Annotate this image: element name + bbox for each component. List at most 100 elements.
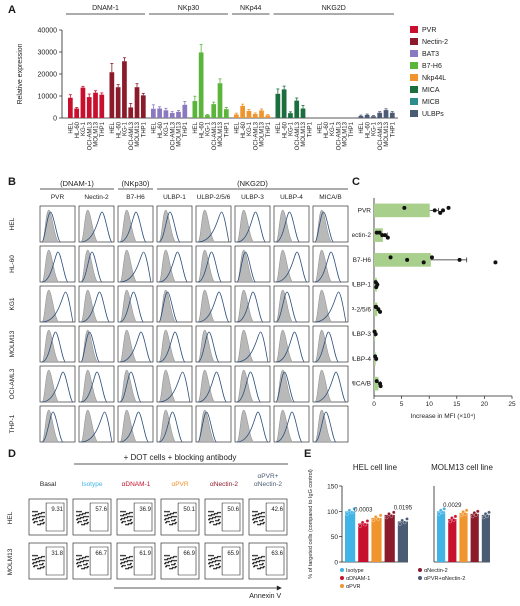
d-event-dot — [209, 521, 211, 524]
e2-data-point — [442, 507, 446, 511]
b-stained-peak — [275, 211, 300, 243]
b-stained-peak — [80, 371, 108, 403]
b-stained-peak — [41, 211, 61, 243]
d-event-dot — [87, 511, 89, 514]
e2-data-point — [440, 510, 445, 515]
c-data-point — [438, 210, 443, 215]
b-stained-peak — [314, 291, 347, 323]
b-stained-peak — [275, 371, 295, 403]
b-group-header: (NKG2D) — [237, 179, 268, 188]
b-stained-peak — [119, 211, 147, 243]
d-event-dot — [77, 521, 79, 524]
d-event-dot — [215, 563, 217, 566]
a-bar — [182, 104, 188, 118]
e1-data-point — [352, 507, 356, 511]
d-event-dot — [125, 567, 127, 570]
d-event-dot — [83, 563, 85, 566]
e1-data-point — [358, 524, 362, 528]
d-plot-box — [28, 542, 68, 580]
c-bar — [374, 376, 379, 391]
d-event-dot — [79, 517, 81, 520]
a-bar — [275, 93, 281, 118]
d-event-dot — [165, 521, 167, 524]
d-event-dot — [82, 516, 84, 519]
d-event-dot — [129, 559, 131, 562]
a-x-tick-label: KG-1 — [206, 121, 212, 136]
d-event-dot — [78, 558, 80, 561]
e1-bar — [358, 523, 369, 562]
c-data-point — [493, 260, 498, 265]
d-event-dot — [257, 513, 259, 516]
d-event-dot — [84, 556, 86, 559]
b-stained-peak — [119, 291, 144, 323]
a-x-tick-label: KG-1 — [123, 121, 129, 136]
d-event-dot — [170, 560, 172, 563]
a-x-tick-label: MOLM13 — [301, 121, 307, 146]
c-bar — [374, 228, 383, 242]
d-event-dot — [80, 520, 82, 523]
d-event-dot — [81, 557, 83, 560]
c-data-point — [446, 205, 451, 210]
b-stained-peak — [314, 211, 334, 243]
b-column-label: ULBP-1 — [163, 194, 186, 201]
c-y-tick-label: B7-H6 — [353, 257, 372, 264]
d-event-dot — [127, 563, 129, 566]
b-stained-peak — [275, 251, 308, 283]
e1-title: HEL cell line — [353, 463, 398, 472]
a-legend-label: ULBPs — [422, 111, 444, 118]
d-event-dot — [257, 523, 259, 526]
b-stained-peak — [197, 371, 227, 403]
d-event-dot — [125, 513, 127, 516]
d-event-dot — [212, 520, 214, 523]
d-event-dot — [219, 515, 221, 518]
a-x-tick-label: THP1 — [349, 121, 355, 137]
d-event-dot — [123, 517, 125, 520]
b-isotype-peak — [158, 249, 177, 283]
d-event-dot — [175, 515, 177, 518]
d-event-dot — [83, 519, 85, 522]
d-gate-value: 63.6 — [271, 551, 283, 557]
d-x-axis-label: Annexin V — [249, 593, 281, 600]
b-stained-peak — [119, 331, 152, 363]
e1-data-point — [387, 512, 391, 516]
d-gate-value: 65.9 — [227, 551, 239, 557]
a-bar — [211, 104, 217, 118]
d-event-dot — [171, 563, 173, 566]
b-isotype-peak — [119, 209, 138, 243]
a-x-tick-label: HL-60 — [116, 121, 122, 138]
a-x-tick-label: HL-60 — [241, 121, 247, 138]
b-stained-peak — [80, 251, 103, 283]
d-event-dot — [35, 561, 37, 564]
a-bar — [223, 109, 229, 118]
d-event-dot — [39, 563, 41, 566]
a-x-tick-label: HEL — [359, 121, 365, 133]
d-event-dot — [210, 514, 212, 517]
c-x-axis-label: Increase in MFI (×10⁴) — [411, 413, 476, 420]
e2-data-point — [470, 514, 475, 519]
e-legend-marker — [418, 576, 422, 580]
d-event-dot — [120, 554, 122, 557]
d-event-dot — [263, 559, 265, 562]
d-gate — [45, 502, 65, 532]
d-event-dot — [256, 564, 258, 567]
d-event-dot — [124, 564, 126, 567]
d-event-dot — [255, 561, 257, 564]
d-event-dot — [254, 554, 256, 557]
d-event-dot — [219, 555, 221, 558]
d-event-dot — [83, 523, 85, 526]
d-event-dot — [32, 518, 34, 521]
d-plot-box — [248, 498, 288, 536]
a-bar — [157, 108, 163, 118]
c-data-point — [374, 230, 379, 235]
d-event-dot — [38, 516, 40, 519]
d-event-dot — [218, 522, 220, 525]
b-isotype-peak — [158, 329, 177, 363]
c-data-point — [378, 384, 383, 389]
c-data-point — [429, 255, 434, 260]
c-data-point — [383, 233, 388, 238]
a-y-tick-label: 0 — [53, 116, 57, 123]
d-event-dot — [171, 519, 173, 522]
a-bar — [74, 108, 80, 118]
e1-y-tick-label: 50 — [331, 534, 339, 541]
d-event-dot — [76, 518, 78, 521]
